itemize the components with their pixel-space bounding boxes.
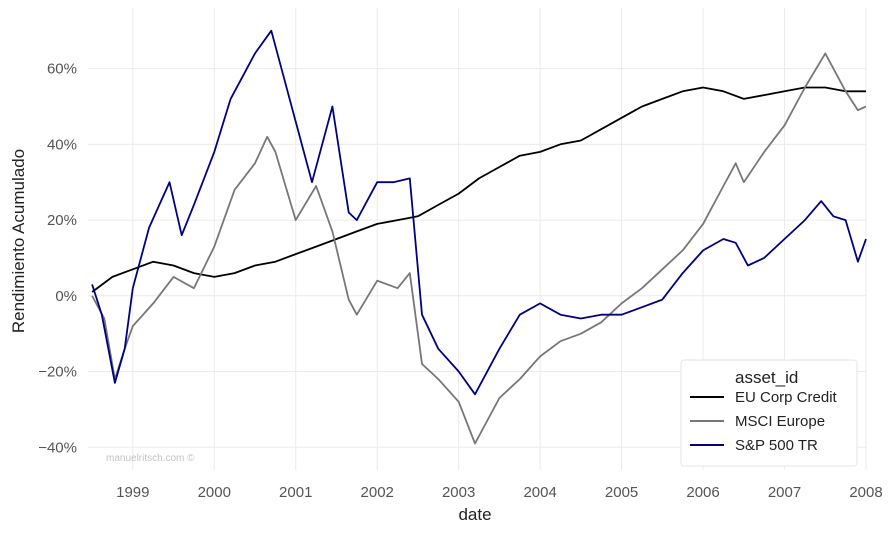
x-tick-label-3: 2002 [361, 484, 394, 501]
x-tick-label-9: 2008 [849, 484, 882, 501]
x-tick-label-7: 2006 [686, 484, 719, 501]
legend-label-0: EU Corp Credit [735, 389, 838, 406]
series-lines [91, 29, 867, 445]
x-tick-label-8: 2007 [768, 484, 801, 501]
y-tick-label-4: 40% [47, 136, 77, 153]
legend-title: asset_id [735, 368, 798, 387]
y-tick-label-5: 60% [47, 61, 77, 78]
x-tick-label-6: 2005 [605, 484, 638, 501]
x-tick-label-5: 2004 [523, 484, 556, 501]
y-tick-label-0: −40% [38, 439, 77, 456]
series-line-2 [91, 29, 867, 396]
legend-items: EU Corp Credit MSCI Europe S&P 500 TR [690, 389, 838, 454]
x-tick-label-0: 1999 [116, 484, 149, 501]
watermark: manuelritsch.com © [106, 453, 195, 464]
grid [88, 8, 867, 470]
y-tick-label-1: −20% [38, 364, 77, 381]
x-tick-label-4: 2003 [442, 484, 475, 501]
y-tick-label-3: 20% [47, 212, 77, 229]
legend-box [680, 359, 858, 467]
legend-label-2: S&P 500 TR [735, 437, 818, 454]
x-tick-label-2: 2001 [279, 484, 312, 501]
series-line-1 [91, 52, 867, 445]
series-line-0 [91, 86, 866, 293]
y-axis-ticks: −40% −20% 0% 20% 40% 60% [38, 61, 77, 457]
y-tick-label-2: 0% [55, 288, 77, 305]
x-axis-title: date [458, 505, 491, 524]
x-tick-label-1: 2000 [198, 484, 231, 501]
y-axis-title: Rendimiento Acumulado [9, 149, 28, 333]
legend: asset_id EU Corp Credit MSCI Europe S&P 50… [680, 359, 858, 467]
x-axis-ticks: 1999 2000 2001 2002 2003 2004 2005 2006 2007 2008 [116, 484, 883, 501]
legend-label-1: MSCI Europe [735, 413, 825, 430]
